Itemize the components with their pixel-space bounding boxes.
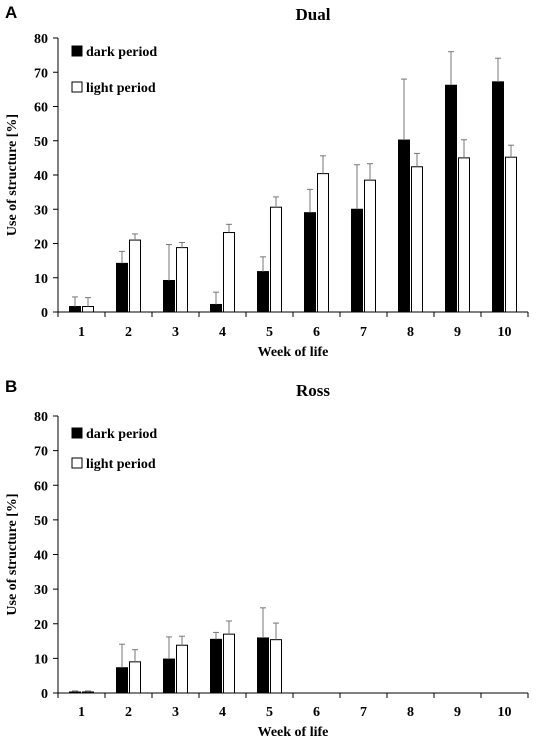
bar-dark [492,81,504,313]
x-tick-label: 4 [219,325,226,340]
x-tick-label: 4 [219,705,226,720]
x-tick-label: 5 [266,325,273,340]
y-tick-label: 20 [34,618,48,633]
bar-light [270,639,282,694]
legend-label: light period [86,81,156,96]
bar-dark [210,303,222,313]
bar-light [223,232,235,313]
bar-light [505,156,517,313]
x-tick-label: 8 [407,325,414,340]
bar-light [176,247,188,313]
y-tick-label: 60 [34,479,48,494]
panel-a: A Dual 0 10 20 30 40 50 60 70 80 Use of structure [… [5,3,529,360]
legend-label: light period [86,457,156,472]
x-tick-label: 7 [360,325,367,340]
y-tick-label: 80 [34,410,48,425]
chart-title: Dual [296,5,331,24]
x-axis-label: Week of life [258,345,329,360]
x-axis-label: Week of life [258,725,329,740]
bar-dark [163,279,175,313]
bar-light [129,239,141,313]
bar-light [411,166,423,313]
x-tick-label: 6 [313,325,320,340]
x-tick-label: 1 [78,705,85,720]
x-tick-label: 10 [498,325,512,340]
x-tick-label: 2 [125,705,132,720]
y-tick-label: 10 [34,272,48,287]
y-tick-label: 50 [34,514,48,529]
bar-dark [304,212,316,313]
bar-dark [116,262,128,313]
x-tick-label: 10 [498,705,512,720]
x-tick-label: 6 [313,705,320,720]
legend-swatch-dark [71,45,83,57]
bar-dark [163,658,175,694]
bar-light [270,206,282,313]
y-tick-label: 80 [34,32,48,47]
chart-title: Ross [296,381,330,400]
legend-label: dark period [86,427,157,442]
legend-label: dark period [86,45,157,60]
y-tick-label: 30 [34,203,48,218]
bar-dark [257,271,269,313]
bar-light [317,173,329,313]
bar-light [82,306,94,313]
bar-light [129,661,141,694]
panel-label: A [5,3,17,22]
x-tick-label: 9 [454,705,461,720]
bar-dark [69,691,81,694]
bar-dark [257,637,269,694]
bar-light [223,633,235,694]
y-tick-label: 20 [34,238,48,253]
x-tick-label: 3 [172,325,179,340]
y-tick-label: 70 [34,445,48,460]
bar-light [82,691,94,694]
y-tick-label: 50 [34,135,48,150]
bar-dark [210,638,222,694]
y-tick-label: 70 [34,66,48,81]
x-tick-label: 7 [360,705,367,720]
x-tick-label: 9 [454,325,461,340]
legend-swatch-dark [71,427,83,439]
legend-swatch-light [71,81,83,93]
bar-dark [351,208,363,313]
bar-dark [116,667,128,694]
bar-light [364,179,376,313]
bar-dark [445,84,457,313]
x-tick-label: 1 [78,325,85,340]
y-tick-label: 40 [34,169,48,184]
y-tick-label: 0 [41,306,48,321]
y-tick-label: 60 [34,101,48,116]
panel-b: B Ross 0 10 20 30 40 50 60 70 80 Use of structure [… [5,377,529,740]
x-tick-label: 2 [125,325,132,340]
bar-dark [398,139,410,313]
bar-light [458,157,470,313]
y-axis-label: Use of structure [%] [5,114,20,236]
y-axis-label: Use of structure [%] [5,493,20,615]
legend-swatch-light [71,457,83,469]
y-tick-label: 0 [41,687,48,702]
bar-dark [69,306,81,313]
x-tick-label: 5 [266,705,273,720]
x-tick-label: 3 [172,705,179,720]
y-tick-label: 30 [34,583,48,598]
y-tick-label: 10 [34,652,48,667]
panel-label: B [5,377,17,396]
y-tick-label: 40 [34,549,48,564]
bar-light [176,644,188,694]
x-tick-label: 8 [407,705,414,720]
